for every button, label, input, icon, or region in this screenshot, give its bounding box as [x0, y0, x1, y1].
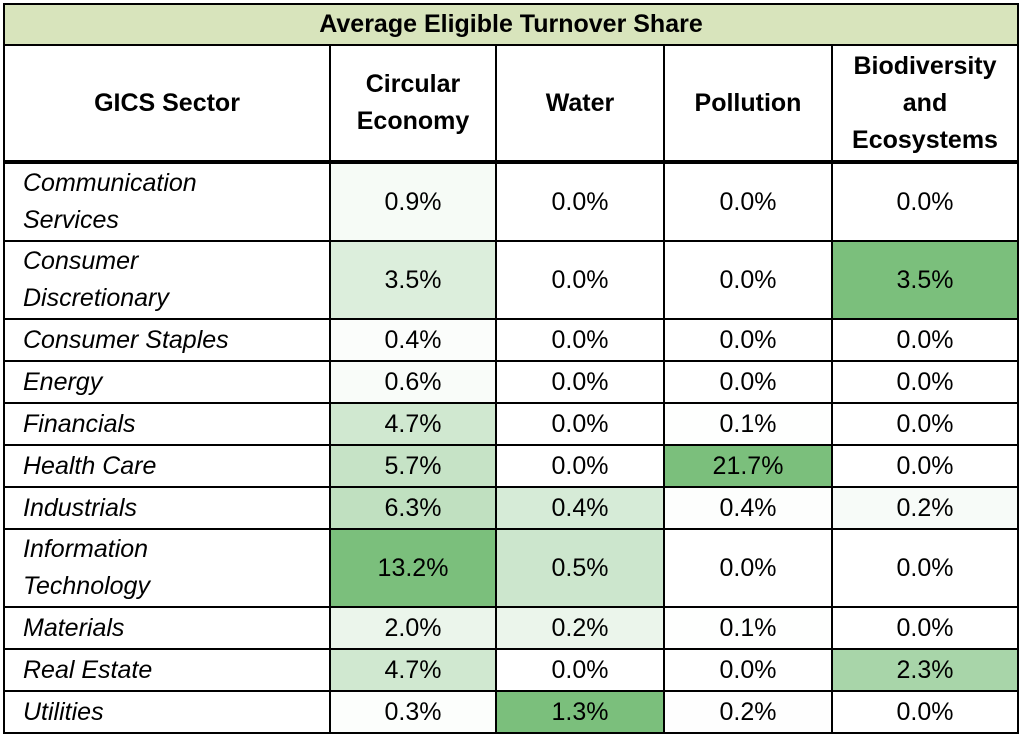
table-row: Industrials 6.3% 0.4% 0.4% 0.2%: [3, 486, 1019, 530]
table-title: Average Eligible Turnover Share: [3, 3, 1019, 46]
biodiversity-cell: 2.3%: [831, 648, 1019, 692]
sector-cell: Consumer Discretionary: [3, 240, 331, 320]
biodiversity-cell: 3.5%: [831, 240, 1019, 320]
sector-cell: Health Care: [3, 444, 331, 488]
biodiversity-cell: 0.0%: [831, 360, 1019, 404]
table-row: Real Estate 4.7% 0.0% 0.0% 2.3%: [3, 648, 1019, 692]
biodiversity-cell: 0.0%: [831, 402, 1019, 446]
sector-cell: Industrials: [3, 486, 331, 530]
water-cell: 0.4%: [495, 486, 665, 530]
circular-economy-cell: 5.7%: [329, 444, 497, 488]
circular-economy-cell: 4.7%: [329, 402, 497, 446]
biodiversity-cell: 0.0%: [831, 528, 1019, 608]
header-water: Water: [495, 44, 665, 164]
biodiversity-cell: 0.0%: [831, 606, 1019, 650]
table-row: Information Technology 13.2% 0.5% 0.0% 0.0%: [3, 528, 1019, 608]
circular-economy-cell: 3.5%: [329, 240, 497, 320]
sector-cell: Communication Services: [3, 161, 331, 242]
sector-cell: Real Estate: [3, 648, 331, 692]
pollution-cell: 0.0%: [663, 648, 833, 692]
pollution-cell: 0.0%: [663, 161, 833, 242]
table-row: Energy 0.6% 0.0% 0.0% 0.0%: [3, 360, 1019, 404]
circular-economy-cell: 0.3%: [329, 690, 497, 734]
sector-cell: Utilities: [3, 690, 331, 734]
pollution-cell: 0.2%: [663, 690, 833, 734]
circular-economy-cell: 13.2%: [329, 528, 497, 608]
table-body: Communication Services 0.9% 0.0% 0.0% 0.0% Co…: [3, 161, 1019, 734]
table-row: Health Care 5.7% 0.0% 21.7% 0.0%: [3, 444, 1019, 488]
pollution-cell: 0.0%: [663, 528, 833, 608]
biodiversity-cell: 0.0%: [831, 318, 1019, 362]
water-cell: 0.0%: [495, 240, 665, 320]
sector-cell: Energy: [3, 360, 331, 404]
water-cell: 1.3%: [495, 690, 665, 734]
biodiversity-cell: 0.0%: [831, 161, 1019, 242]
pollution-cell: 0.0%: [663, 240, 833, 320]
water-cell: 0.0%: [495, 161, 665, 242]
header-biodiversity-label: Biodiversity and Ecosystems: [852, 51, 998, 154]
circular-economy-cell: 4.7%: [329, 648, 497, 692]
eligible-turnover-table: Average Eligible Turnover Share GICS Sec…: [3, 3, 1019, 734]
sector-cell: Consumer Staples: [3, 318, 331, 362]
circular-economy-cell: 0.4%: [329, 318, 497, 362]
circular-economy-cell: 0.9%: [329, 161, 497, 242]
table-row: Utilities 0.3% 1.3% 0.2% 0.0%: [3, 690, 1019, 734]
header-pollution: Pollution: [663, 44, 833, 164]
water-cell: 0.0%: [495, 318, 665, 362]
water-cell: 0.5%: [495, 528, 665, 608]
header-gics-sector: GICS Sector: [3, 44, 331, 164]
biodiversity-cell: 0.0%: [831, 444, 1019, 488]
table-row: Materials 2.0% 0.2% 0.1% 0.0%: [3, 606, 1019, 650]
circular-economy-cell: 0.6%: [329, 360, 497, 404]
water-cell: 0.2%: [495, 606, 665, 650]
pollution-cell: 21.7%: [663, 444, 833, 488]
water-cell: 0.0%: [495, 444, 665, 488]
circular-economy-cell: 2.0%: [329, 606, 497, 650]
sector-cell: Financials: [3, 402, 331, 446]
biodiversity-cell: 0.2%: [831, 486, 1019, 530]
pollution-cell: 0.4%: [663, 486, 833, 530]
water-cell: 0.0%: [495, 648, 665, 692]
table-row: Consumer Staples 0.4% 0.0% 0.0% 0.0%: [3, 318, 1019, 362]
water-cell: 0.0%: [495, 360, 665, 404]
sector-cell: Information Technology: [3, 528, 331, 608]
pollution-cell: 0.1%: [663, 402, 833, 446]
circular-economy-cell: 6.3%: [329, 486, 497, 530]
table-row: Communication Services 0.9% 0.0% 0.0% 0.0%: [3, 161, 1019, 242]
water-cell: 0.0%: [495, 402, 665, 446]
table-row: Consumer Discretionary 3.5% 0.0% 0.0% 3.5%: [3, 240, 1019, 320]
pollution-cell: 0.0%: [663, 318, 833, 362]
header-biodiversity: Biodiversity and Ecosystems: [831, 44, 1019, 164]
sector-cell: Materials: [3, 606, 331, 650]
pollution-cell: 0.1%: [663, 606, 833, 650]
header-circular-economy: Circular Economy: [329, 44, 497, 164]
pollution-cell: 0.0%: [663, 360, 833, 404]
table-row: Financials 4.7% 0.0% 0.1% 0.0%: [3, 402, 1019, 446]
biodiversity-cell: 0.0%: [831, 690, 1019, 734]
header-circular-economy-label: Circular Economy: [356, 70, 470, 135]
